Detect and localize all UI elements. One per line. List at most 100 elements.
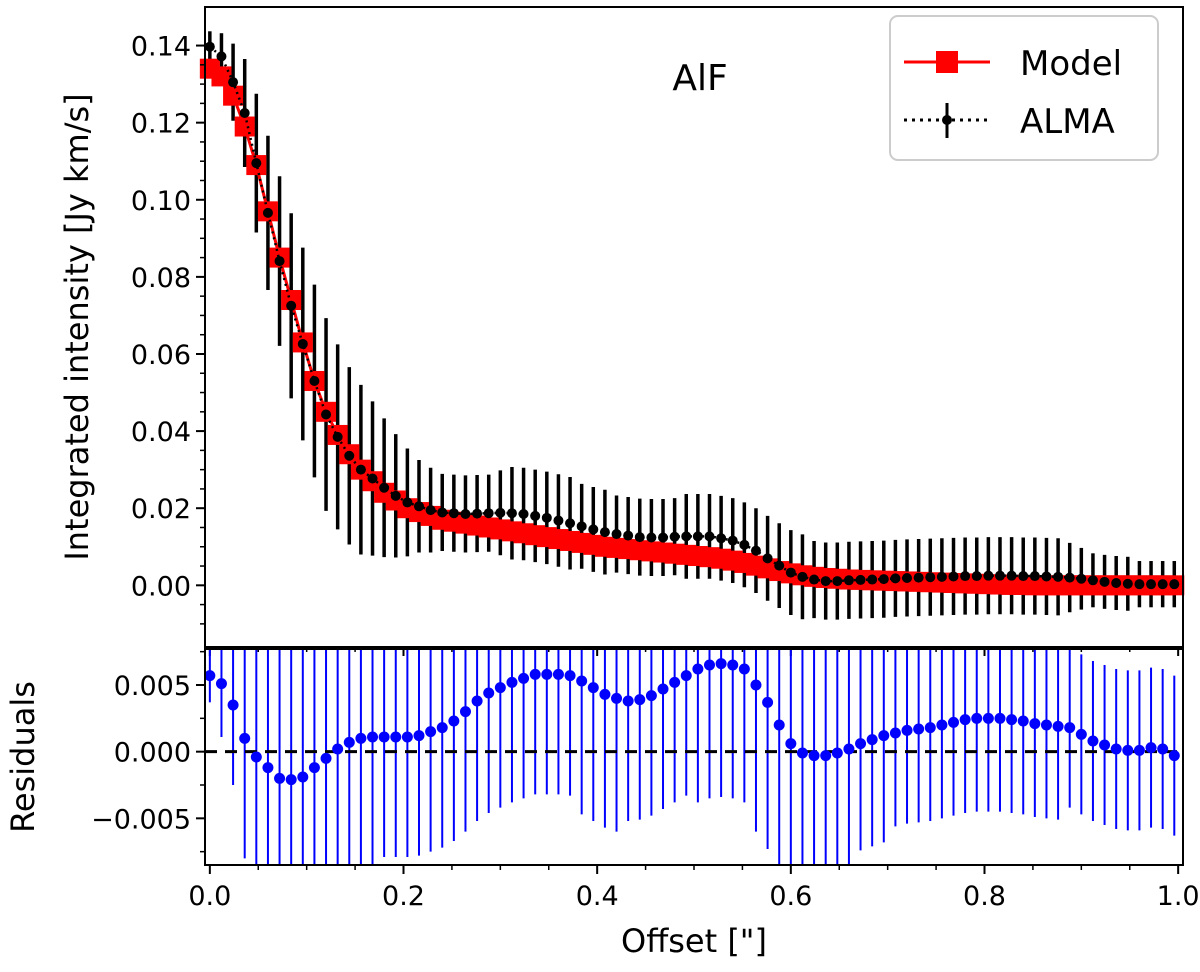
residual-point [843,743,855,755]
residual-point [1099,739,1111,751]
residual-point [274,772,286,784]
alma-marker [1087,575,1098,586]
residual-points [204,658,1180,786]
alma-marker [1053,571,1064,582]
alma-marker [599,527,610,538]
residual-point [1029,718,1041,730]
alma-marker [332,431,343,442]
residual-point [1006,714,1018,726]
bottom-panel: −0.005 0.000 0.005 0.0 0.2 0.4 0.6 0.8 1.0 Resi… [4,648,1200,960]
legend-model-entry: Model [904,44,1122,84]
alma-marker [402,497,413,508]
residual-point [471,695,483,707]
residual-point [1133,744,1145,756]
residual-point [250,751,262,763]
residual-point [703,659,715,671]
top-y-tick-label: 0.02 [131,494,191,525]
legend: Model ALMA [889,15,1159,161]
alma-marker [878,574,889,585]
residual-point [1145,742,1157,754]
residual-point [355,732,367,744]
residual-point [657,683,669,695]
alma-marker [518,508,529,519]
residual-point [436,722,448,734]
alma-marker [565,518,576,529]
alma-marker [1076,573,1087,584]
residual-point [750,679,762,691]
bottom-x-tick-label: 0.0 [188,881,231,912]
alma-marker [1111,578,1122,588]
residual-point [727,659,739,671]
top-y-tick-label: 0.06 [131,340,191,371]
residual-point [401,731,413,743]
alma-marker [216,51,227,62]
alma-marker [983,570,994,581]
alma-marker [495,507,506,518]
residual-point [1168,750,1180,762]
top-y-tick-label: 0.00 [131,571,191,602]
model-marker [211,66,232,87]
residual-point [320,752,332,764]
residual-point [715,658,727,670]
alma-marker [1146,579,1157,590]
alma-marker [251,158,262,169]
top-y-ticks: 0.00 0.02 0.04 0.06 0.08 0.10 0.12 0.14 [131,32,205,625]
alma-marker [344,450,355,461]
residual-point [1064,722,1076,734]
alma-marker [437,507,448,518]
top-y-tick-label: 0.14 [131,32,191,63]
top-y-tick-label: 0.12 [131,109,191,140]
alma-marker [321,409,332,420]
residual-point [448,715,460,727]
alma-marker [309,375,320,386]
alma-marker [925,572,936,583]
alma-marker [355,464,366,475]
bottom-y-tick-label: 0.005 [114,671,191,702]
alma-marker [658,532,669,543]
residual-point [634,694,646,706]
residual-point [866,734,878,746]
residual-point [285,774,297,786]
residual-point [297,771,309,783]
residual-point [785,738,797,750]
residual-point [483,687,495,699]
residual-point [669,676,681,688]
legend-alma-label: ALMA [1020,102,1115,142]
alma-marker [646,532,657,543]
alma-marker [855,574,866,585]
residual-point [948,716,960,728]
bottom-x-tick-label: 0.6 [769,881,812,912]
legend-model-label: Model [1020,44,1122,84]
alma-marker [971,571,982,582]
alma-marker [1099,576,1110,587]
residual-point [413,730,425,742]
alma-marker [960,571,971,582]
bottom-y-ticks: −0.005 0.000 0.005 [91,650,205,853]
alma-marker [367,473,378,484]
residual-point [262,762,274,774]
residual-point [1157,743,1169,755]
residual-point [889,727,901,739]
residual-point [541,668,553,680]
bottom-y-tick-label: 0.000 [114,738,191,769]
residual-point [215,678,227,690]
alma-marker [716,533,727,544]
top-y-tick-label: 0.10 [131,186,191,217]
residual-point [762,696,774,708]
residual-errorbars [208,649,1176,865]
alma-marker [262,207,273,218]
alma-marker [704,531,715,542]
species-annotation: AlF [672,58,727,99]
alma-marker [692,531,703,542]
alma-marker [867,574,878,585]
residual-point [901,724,913,736]
bottom-axes-frame [204,648,1184,866]
alma-marker [1169,579,1180,590]
residual-point [994,712,1006,724]
alma-marker [832,576,843,587]
residual-point [1052,720,1064,732]
residual-point [506,676,518,688]
residual-point [1122,744,1134,756]
residual-point [855,738,867,750]
